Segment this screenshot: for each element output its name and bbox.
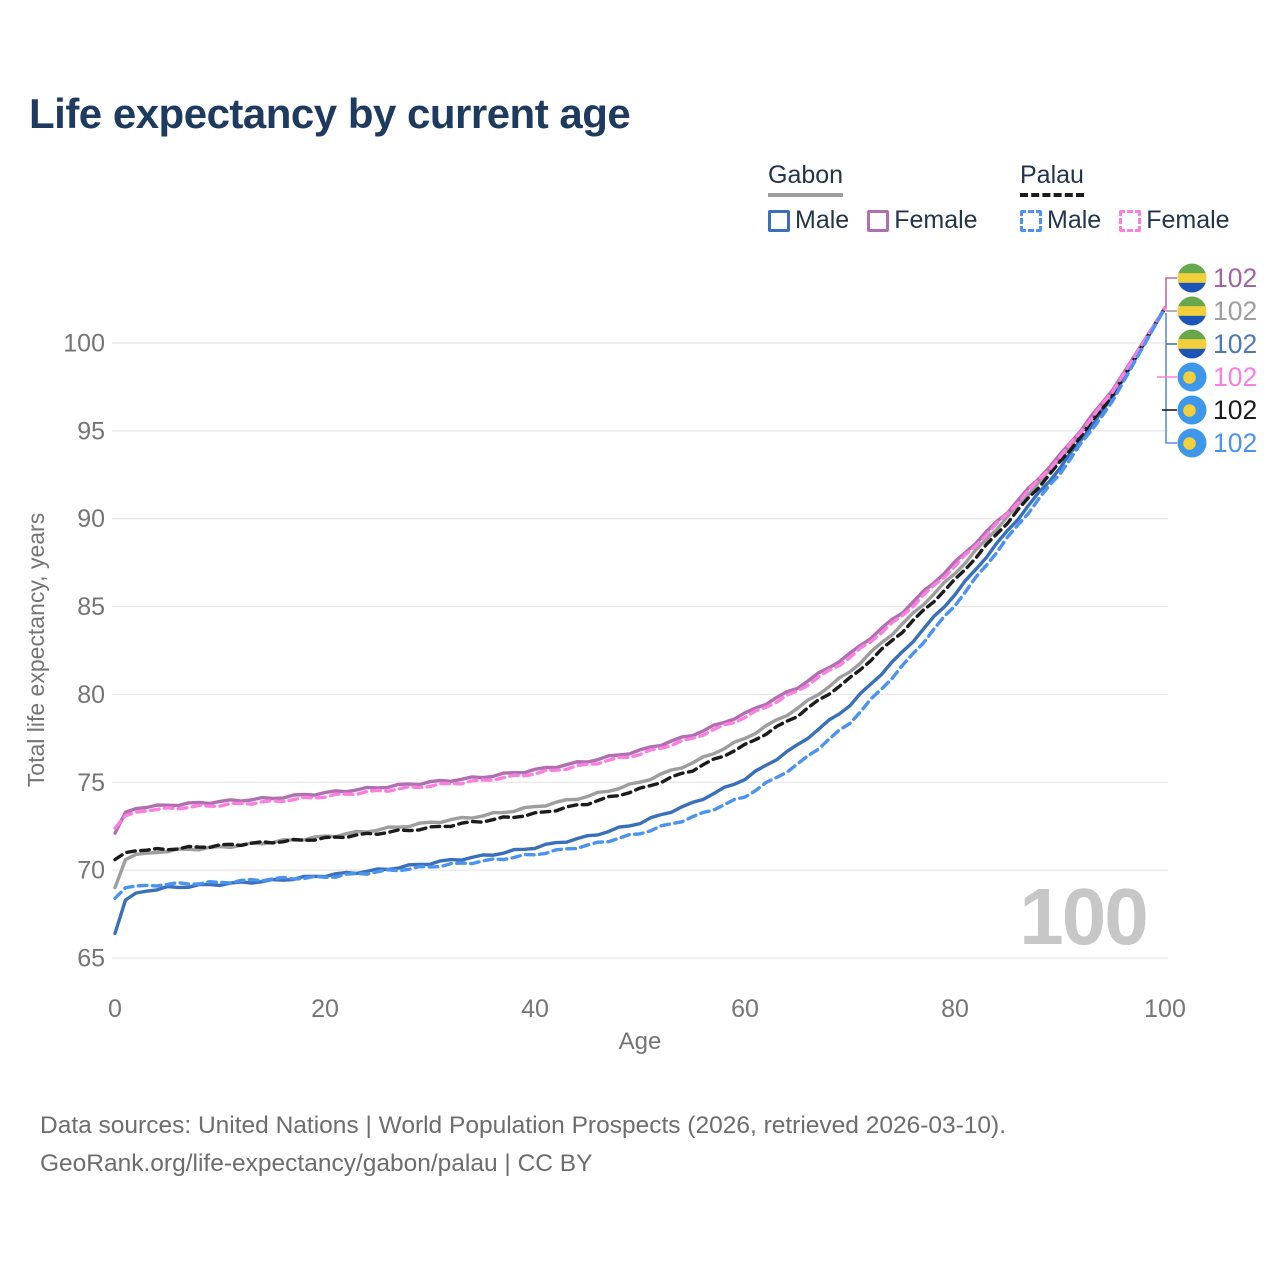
end-value-label-gabon-total: 102: [1213, 296, 1257, 326]
end-value-label-gabon-male: 102: [1213, 329, 1257, 359]
x-tick-label: 100: [1144, 995, 1186, 1023]
footer: Data sources: United Nations | World Pop…: [40, 1107, 1006, 1183]
series-line-gabon-male: [113, 306, 1167, 936]
series-line-palau-total: [113, 306, 1167, 862]
leader-line-palau-male: [1165, 313, 1177, 444]
current-age-watermark: 100: [1019, 872, 1146, 961]
palau-flag-disc: [1183, 404, 1196, 417]
y-tick-label: 90: [77, 505, 105, 533]
end-value-label-palau-total: 102: [1213, 395, 1257, 425]
gabon-flag-stripe: [1177, 282, 1207, 293]
y-tick-label: 75: [77, 769, 105, 797]
y-tick-label: 95: [77, 417, 105, 445]
gabon-flag-icon: [1177, 296, 1207, 326]
y-tick-label: 80: [77, 681, 105, 709]
footer-attribution: GeoRank.org/life-expectancy/gabon/palau …: [40, 1150, 593, 1177]
gabon-flag-stripe: [1177, 315, 1207, 326]
x-tick-label: 40: [521, 995, 549, 1023]
series-line-palau-male: [113, 306, 1167, 900]
gabon-male-swatch: [768, 209, 790, 232]
leader-line-gabon-female: [1165, 277, 1177, 307]
end-value-label-palau-female: 102: [1213, 362, 1257, 392]
y-tick-label: 65: [77, 945, 105, 973]
legend-group-palau: Palau Male Female: [1020, 161, 1230, 235]
legend-item-palau-male[interactable]: Male: [1020, 206, 1101, 235]
gabon-flag-stripe: [1177, 273, 1207, 284]
palau-female-swatch: [1119, 209, 1142, 232]
footer-data-sources: Data sources: United Nations | World Pop…: [40, 1112, 1007, 1139]
legend-item-label: Female: [894, 206, 978, 234]
x-axis-title: Age: [619, 1028, 662, 1055]
gabon-flag-stripe: [1177, 306, 1207, 317]
gabon-flag-stripe: [1177, 263, 1207, 274]
y-tick-label: 70: [77, 857, 105, 885]
palau-flag-disc: [1183, 371, 1196, 384]
gabon-flag-stripe: [1177, 296, 1207, 307]
palau-male-swatch: [1020, 209, 1042, 232]
legend-group-gabon: Gabon Male Female: [768, 161, 978, 235]
gabon-flag-icon: [1177, 329, 1207, 359]
gabon-flag-stripe: [1177, 329, 1207, 340]
legend: Gabon Male Female Palau Male: [0, 161, 1280, 241]
end-value-label-gabon-female: 102: [1213, 263, 1257, 293]
legend-group-title-palau: Palau: [1020, 161, 1084, 197]
page-title: Life expectancy by current age: [29, 90, 631, 137]
gabon-flag-stripe: [1177, 339, 1207, 350]
series-line-gabon-female: [113, 306, 1167, 835]
gabon-female-swatch: [867, 209, 890, 232]
series-line-palau-female: [113, 306, 1167, 830]
legend-item-label: Male: [1047, 206, 1102, 234]
legend-item-label: Female: [1146, 206, 1230, 234]
legend-item-gabon-female[interactable]: Female: [867, 206, 978, 235]
legend-group-title-gabon: Gabon: [768, 161, 844, 197]
x-tick-label: 60: [731, 995, 759, 1023]
y-axis-title: Total life expectancy, years: [23, 513, 49, 787]
series-line-gabon-total: [113, 306, 1167, 890]
y-tick-label: 100: [63, 330, 105, 358]
legend-item-label: Male: [795, 206, 850, 234]
x-tick-label: 20: [311, 995, 339, 1023]
palau-flag-disc: [1183, 437, 1196, 450]
gabon-flag-icon: [1177, 263, 1207, 293]
y-tick-label: 85: [77, 593, 105, 621]
x-tick-label: 80: [941, 995, 969, 1023]
legend-item-palau-female[interactable]: Female: [1119, 206, 1230, 235]
end-value-label-palau-male: 102: [1213, 428, 1257, 458]
gabon-flag-stripe: [1177, 348, 1207, 359]
legend-item-gabon-male[interactable]: Male: [768, 206, 849, 235]
x-tick-label: 0: [108, 995, 122, 1023]
